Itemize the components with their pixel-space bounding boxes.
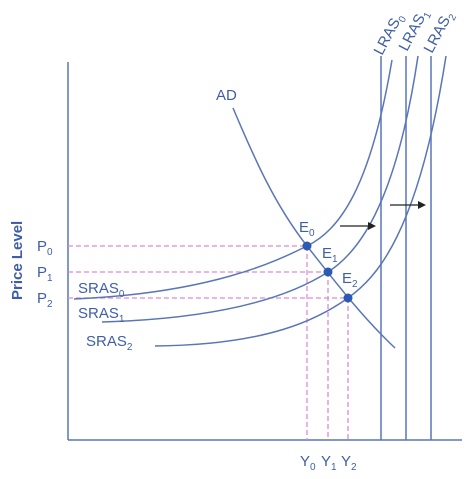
e0-label: E0 xyxy=(299,219,315,239)
e1-point xyxy=(323,267,333,277)
sras1-label: SRAS1 xyxy=(78,305,125,325)
sras0-label: SRAS0 xyxy=(78,280,125,300)
e0-point xyxy=(302,241,312,251)
shift-arrows xyxy=(340,201,426,230)
p0-label: P0 xyxy=(37,238,53,258)
y0-label: Y0 xyxy=(300,453,316,473)
p2-label: P2 xyxy=(37,290,53,310)
y-axis-label: Price Level xyxy=(9,221,26,300)
e1-label: E1 xyxy=(322,245,338,265)
y1-label: Y1 xyxy=(321,453,337,473)
e2-point xyxy=(343,293,353,303)
y2-label: Y2 xyxy=(341,453,357,473)
dashed-guides xyxy=(68,245,349,440)
e2-label: E2 xyxy=(342,270,358,290)
p1-label: P1 xyxy=(37,264,53,284)
sras2-label: SRAS2 xyxy=(86,333,133,353)
ad-label: AD xyxy=(216,87,237,104)
sras2-curve xyxy=(154,55,447,347)
shift-arrow-2-head xyxy=(418,201,426,209)
shift-arrow-1-head xyxy=(368,222,376,230)
sras1-curve xyxy=(101,55,419,323)
